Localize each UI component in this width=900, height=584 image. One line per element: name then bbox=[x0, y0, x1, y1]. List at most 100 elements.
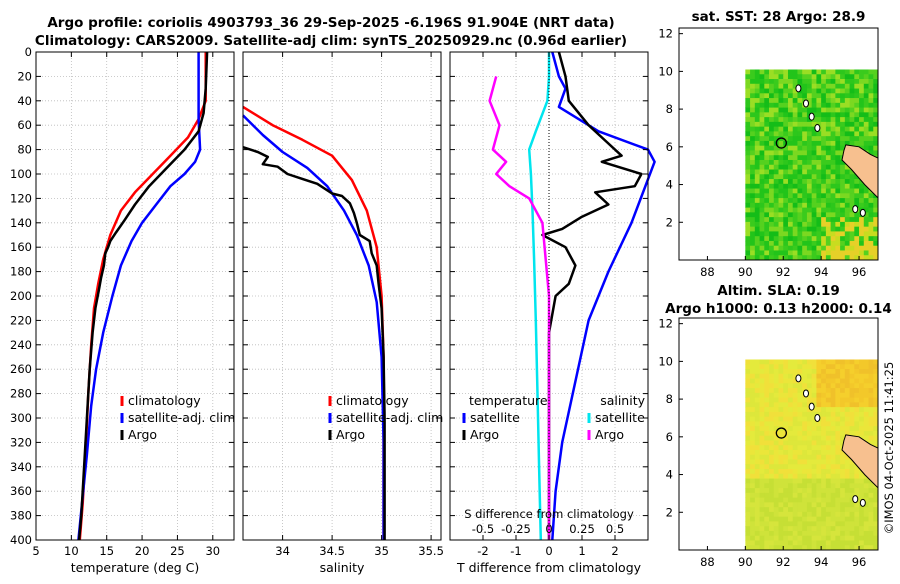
sst-map-xtick-label: 96 bbox=[852, 265, 867, 279]
depth-tick-label: 400 bbox=[10, 533, 32, 547]
differences-xtick-label: 1 bbox=[578, 544, 585, 558]
sst-map-panel: 88 90 92 94 96 2 4 6 8 10 12 sat. SST: 28 Argo: 28.… bbox=[658, 9, 879, 279]
depth-tick-label: 20 bbox=[17, 69, 32, 83]
temperature-panel: 5 10 15 20 25 30 temperature (deg C) 0 20 40 60 80 1… bbox=[10, 45, 235, 575]
sst-map-island bbox=[852, 205, 859, 214]
depth-tick-label: 280 bbox=[10, 387, 32, 401]
sst-map-title: sat. SST: 28 Argo: 28.9 bbox=[692, 9, 866, 25]
depth-tick-label: 40 bbox=[17, 94, 32, 108]
salinity-xtick-label: 34.5 bbox=[319, 544, 345, 558]
sla-map-frame bbox=[678, 317, 879, 551]
depth-tick-label: 340 bbox=[10, 460, 32, 474]
differences-xtick-label: -2 bbox=[477, 544, 488, 558]
sst-map-island bbox=[859, 208, 866, 217]
sla-map-island bbox=[802, 389, 809, 398]
depth-tick-label: 380 bbox=[10, 509, 32, 523]
sst-map-island bbox=[808, 112, 815, 121]
sst-map-island bbox=[802, 99, 809, 108]
sla-map-xtick-label: 92 bbox=[776, 555, 791, 569]
s-diff-label: S difference from climatology bbox=[464, 507, 634, 521]
diff-t-legend-label: Argo bbox=[470, 427, 499, 442]
depth-tick-label: 100 bbox=[10, 167, 32, 181]
sla-map-xtick-label: 90 bbox=[738, 555, 753, 569]
sla-map-island bbox=[795, 374, 802, 383]
salinity-xlabel: salinity bbox=[320, 560, 365, 575]
differences-xtick-label: -1 bbox=[510, 544, 521, 558]
temperature-series-1 bbox=[77, 52, 202, 541]
depth-tick-label: 240 bbox=[10, 338, 32, 352]
sla-map-ytick-label: 4 bbox=[666, 468, 673, 482]
depth-tick-label: 360 bbox=[10, 484, 32, 498]
s-diff-tick-label: -0.5 bbox=[472, 522, 494, 536]
temperature-xtick-label: 20 bbox=[135, 544, 150, 558]
sst-map-ytick-label: 10 bbox=[658, 64, 673, 78]
sla-map-xtick-label: 88 bbox=[700, 555, 715, 569]
sst-map-island bbox=[795, 84, 802, 93]
differences-xtick-label: 2 bbox=[611, 544, 618, 558]
sla-map-island bbox=[808, 402, 815, 411]
sla-map-xtick-label: 96 bbox=[852, 555, 867, 569]
temperature-xlabel: temperature (deg C) bbox=[71, 560, 200, 575]
imos-watermark: ©IMOS 04-Oct-2025 11:41:25 bbox=[882, 362, 896, 535]
sla-map-ytick-label: 12 bbox=[658, 317, 673, 331]
salinity-series-2 bbox=[242, 146, 386, 540]
differences-xtick-label: 0 bbox=[545, 544, 552, 558]
temperature-series-2 bbox=[77, 51, 209, 541]
sla-map-ytick-label: 6 bbox=[666, 430, 673, 444]
sst-map-argo-marker bbox=[775, 137, 787, 149]
sst-map-field bbox=[745, 69, 879, 261]
salinity-panel: 34 34.5 35 35.5 salinity climatology satellite… bbox=[242, 51, 444, 575]
sla-map-land bbox=[841, 434, 879, 490]
s-diff-tick-label: 0 bbox=[545, 522, 552, 536]
sst-map-ytick-label: 6 bbox=[666, 140, 673, 154]
depth-tick-label: 300 bbox=[10, 411, 32, 425]
sst-map-frame bbox=[678, 27, 879, 261]
sst-map-xtick-label: 94 bbox=[814, 265, 829, 279]
differences-series-2 bbox=[527, 52, 551, 541]
temperature-xtick-label: 25 bbox=[170, 544, 185, 558]
temperature-xtick-label: 30 bbox=[205, 544, 220, 558]
salinity-legend-label: climatology bbox=[336, 393, 409, 408]
temperature-legend-label: climatology bbox=[128, 393, 201, 408]
title-line2: Climatology: CARS2009. Satellite-adj cli… bbox=[35, 33, 627, 49]
sst-map-island bbox=[814, 123, 821, 132]
sla-map-ytick-label: 2 bbox=[666, 505, 673, 519]
sst-map-land bbox=[841, 144, 879, 200]
depth-tick-label: 180 bbox=[10, 265, 32, 279]
differences-panel: -2 -1 0 1 2 T difference from climatology S di… bbox=[449, 51, 656, 575]
sst-map-xtick-label: 88 bbox=[700, 265, 715, 279]
salinity-legend-label: Argo bbox=[336, 427, 365, 442]
depth-tick-label: 200 bbox=[10, 289, 32, 303]
temperature-xtick-label: 10 bbox=[64, 544, 79, 558]
differences-xlabel: T difference from climatology bbox=[456, 560, 642, 575]
depth-tick-label: 60 bbox=[17, 118, 32, 132]
depth-tick-label: 320 bbox=[10, 435, 32, 449]
salinity-series-1 bbox=[242, 114, 385, 540]
sla-map-title-line1: Altim. SLA: 0.19 bbox=[717, 283, 839, 299]
differences-series-0 bbox=[551, 51, 656, 541]
sla-map-argo-marker bbox=[775, 427, 787, 439]
sla-map-island bbox=[852, 495, 859, 504]
sst-map-xtick-label: 90 bbox=[738, 265, 753, 279]
s-diff-tick-label: 0.5 bbox=[606, 522, 624, 536]
sla-map-title-line2: Argo h1000: 0.13 h2000: 0.14 bbox=[665, 301, 892, 317]
sst-map-xtick-label: 92 bbox=[776, 265, 791, 279]
depth-tick-label: 80 bbox=[17, 143, 32, 157]
sla-map-panel: 88 90 92 94 96 2 4 6 8 10 12 Altim. SLA: 0.19 Argo h… bbox=[658, 283, 891, 569]
sla-map-ytick-label: 10 bbox=[658, 354, 673, 368]
depth-tick-label: 0 bbox=[25, 45, 32, 59]
sla-map-ytick-label: 8 bbox=[666, 392, 673, 406]
s-diff-tick-label: 0.25 bbox=[569, 522, 595, 536]
legend-t-title: temperature bbox=[469, 393, 548, 408]
s-diff-tick-label: -0.25 bbox=[501, 522, 531, 536]
sst-map-ytick-label: 2 bbox=[666, 215, 673, 229]
diff-t-legend-label: satellite bbox=[470, 410, 520, 425]
sla-map-xtick-label: 94 bbox=[814, 555, 829, 569]
salinity-xtick-label: 34 bbox=[275, 544, 290, 558]
depth-tick-label: 120 bbox=[10, 191, 32, 205]
depth-tick-label: 260 bbox=[10, 362, 32, 376]
depth-tick-label: 140 bbox=[10, 216, 32, 230]
depth-tick-label: 160 bbox=[10, 240, 32, 254]
sst-map-ytick-label: 8 bbox=[666, 102, 673, 116]
